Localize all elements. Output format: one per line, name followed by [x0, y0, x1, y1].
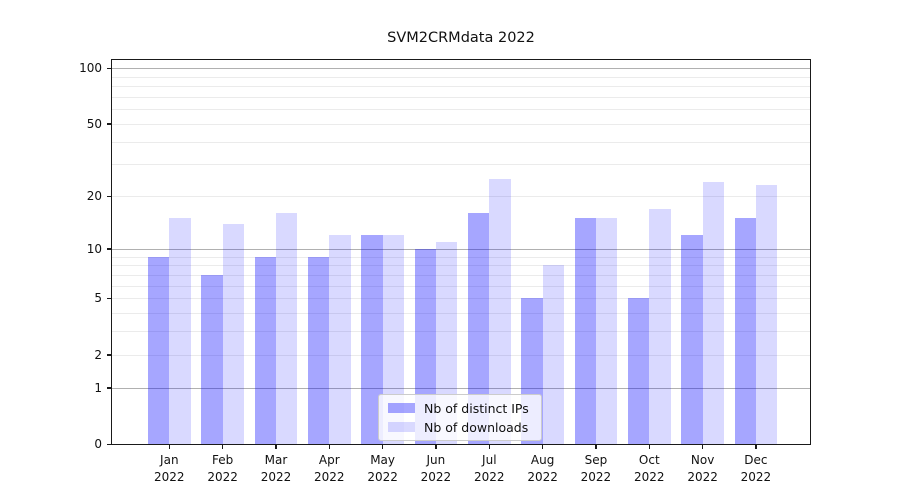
gridline-minor-4: [112, 312, 810, 314]
x-tick-nov: [701, 445, 704, 449]
bar-downloads-feb: [222, 223, 244, 444]
x-tick-label-jul: Jul 2022: [474, 453, 505, 484]
x-tick-label-mar: Mar 2022: [260, 453, 292, 484]
gridline-minor-80: [112, 86, 810, 88]
bar-ips-jul: [468, 213, 490, 444]
gridline-minor-8: [112, 265, 810, 267]
chart-title: SVM2CRMdata 2022: [387, 30, 535, 46]
gridline-minor-70: [112, 96, 810, 98]
gridline-minor-60: [112, 109, 810, 111]
bar-downloads-may: [382, 235, 404, 444]
y-tick-label-10: 10: [86, 241, 102, 256]
bar-ips-may: [361, 235, 383, 444]
x-tick-label-feb: Feb 2022: [207, 453, 238, 484]
y-tick-50: [107, 123, 111, 125]
x-tick-label-may: May 2022: [367, 453, 398, 484]
x-tick-label-nov: Nov 2022: [687, 453, 718, 484]
y-tick-1: [107, 387, 111, 389]
x-tick-label-oct: Oct 2022: [634, 453, 665, 484]
bar-downloads-jun: [435, 241, 458, 444]
x-tick-label-aug: Aug 2022: [527, 453, 558, 484]
x-tick-sep: [595, 445, 597, 449]
legend: Nb of distinct IPs Nb of downloads: [378, 394, 542, 441]
x-tick-jul: [488, 445, 490, 449]
legend-label-distinct-ips: Nb of distinct IPs: [424, 400, 529, 416]
gridline-minor-30: [112, 164, 810, 166]
x-tick-apr: [328, 445, 330, 449]
y-tick-label-0: 0: [94, 437, 102, 451]
y-tick-label-1: 1: [94, 380, 102, 395]
x-tick-feb: [221, 445, 224, 449]
bar-ips-dec: [734, 218, 756, 444]
x-tick-dec: [755, 445, 757, 449]
y-tick-10: [107, 248, 111, 250]
y-tick-2: [107, 354, 111, 356]
gridline-minor-40: [112, 141, 810, 143]
legend-swatch-distinct-ips-icon: [388, 402, 415, 414]
x-tick-jan: [168, 445, 170, 449]
bar-downloads-dec: [755, 185, 778, 444]
plot-inner: 0 1 2 5 10 20 50 100 Jan 2022 Feb 2022 Mar 2022 Apr…: [79, 60, 810, 484]
bar-ips-feb: [201, 274, 223, 444]
gridline-minor-5: [112, 298, 810, 300]
bar-ips-mar: [254, 256, 276, 444]
x-tick-label-dec: Dec 2022: [740, 453, 772, 484]
x-tick-label-jun: Jun 2022: [420, 453, 452, 484]
x-tick-label-apr: Apr 2022: [314, 453, 345, 484]
legend-entry-downloads: Nb of downloads: [388, 419, 541, 435]
y-tick-label-100: 100: [79, 61, 102, 76]
gridline-minor-9: [112, 256, 810, 258]
bar-downloads-jan: [169, 218, 191, 444]
bar-downloads-jul: [489, 178, 511, 444]
gridline-major-100: [112, 68, 810, 70]
gridline-major-1: [112, 387, 810, 389]
x-tick-may: [381, 445, 384, 449]
x-tick-label-jan: Jan 2022: [154, 453, 185, 484]
legend-label-downloads: Nb of downloads: [424, 419, 529, 435]
y-tick-5: [107, 297, 111, 300]
y-tick-label-20: 20: [86, 189, 102, 204]
y-tick-0: [107, 443, 111, 445]
bar-ips-nov: [681, 235, 703, 444]
y-tick-label-2: 2: [94, 347, 102, 362]
bar-downloads-mar: [276, 213, 298, 444]
x-tick-jun: [435, 445, 437, 449]
bar-ips-apr: [308, 256, 330, 444]
bar-ips-jan: [148, 256, 170, 444]
gridline-minor-6: [112, 285, 810, 287]
x-tick-aug: [541, 445, 544, 449]
gridline-major-10: [112, 248, 810, 250]
x-tick-label-sep: Sep 2022: [580, 453, 612, 484]
bar-downloads-oct: [649, 208, 671, 444]
gridline-minor-20: [112, 196, 810, 198]
bar-downloads-apr: [329, 235, 351, 444]
bar-ips-sep: [574, 218, 596, 444]
bar-downloads-sep: [595, 218, 618, 444]
y-tick-100: [107, 67, 111, 70]
gridline-minor-90: [112, 76, 810, 78]
x-tick-oct: [648, 445, 650, 449]
gridline-minor-2: [112, 354, 810, 356]
gridline-minor-3: [112, 331, 810, 333]
y-tick-20: [107, 195, 111, 198]
gridline-minor-7: [112, 274, 810, 276]
x-tick-mar: [275, 445, 277, 449]
legend-swatch-downloads-icon: [388, 421, 415, 433]
bar-downloads-aug: [542, 265, 564, 444]
gridline-minor-50: [112, 123, 810, 125]
plot-area: 0 1 2 5 10 20 50 100 Jan 2022 Feb 2022 Mar 2022 Apr…: [79, 59, 811, 484]
y-tick-label-5: 5: [94, 291, 102, 306]
legend-entry-distinct-ips: Nb of distinct IPs: [388, 400, 541, 416]
y-tick-label-50: 50: [86, 116, 102, 131]
bar-ips-oct: [628, 298, 650, 444]
bar-downloads-nov: [702, 181, 724, 444]
